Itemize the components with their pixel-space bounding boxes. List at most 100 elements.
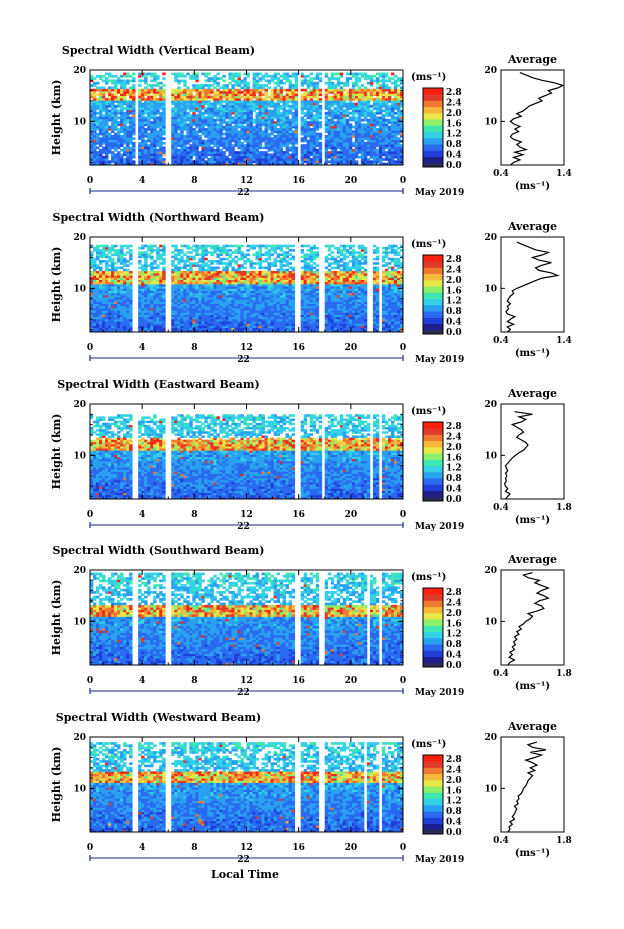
heatmap-cell bbox=[219, 286, 223, 289]
heatmap-cell bbox=[273, 130, 277, 134]
heatmap-cell bbox=[171, 314, 175, 318]
heatmap-cell bbox=[231, 95, 235, 99]
heatmap-cell bbox=[204, 128, 208, 131]
heatmap-cell bbox=[204, 303, 208, 307]
heatmap-cell bbox=[102, 283, 106, 287]
heatmap-cell bbox=[219, 144, 223, 147]
heatmap-cell bbox=[186, 123, 190, 127]
heatmap-cell bbox=[195, 84, 199, 87]
heatmap-cell bbox=[147, 288, 151, 291]
heatmap-cell bbox=[126, 114, 130, 117]
heatmap-cell bbox=[303, 128, 308, 131]
heatmap-cell bbox=[111, 297, 115, 300]
heatmap-cell bbox=[180, 160, 184, 164]
heatmap-cell bbox=[366, 130, 371, 134]
heatmap-cell bbox=[243, 84, 247, 87]
heatmap-cell bbox=[291, 102, 296, 106]
heatmap-cell bbox=[105, 151, 109, 154]
heatmap-cell bbox=[99, 297, 103, 300]
heatmap-cell bbox=[186, 102, 190, 106]
heatmap-cell bbox=[120, 88, 124, 92]
heatmap-cell bbox=[258, 109, 262, 113]
heatmap-cell bbox=[156, 281, 160, 285]
heatmap-cell bbox=[252, 153, 256, 157]
heatmap-cell bbox=[147, 111, 151, 115]
heatmap-cell bbox=[144, 323, 148, 326]
heatmap-cell bbox=[123, 305, 127, 309]
heatmap-cell bbox=[156, 109, 160, 113]
heatmap-cell bbox=[201, 277, 205, 281]
heatmap-cell bbox=[252, 141, 256, 145]
heatmap-cell bbox=[276, 132, 281, 136]
heatmap-cell bbox=[318, 125, 323, 129]
heatmap-cell bbox=[99, 268, 103, 272]
heatmap-cell bbox=[189, 109, 193, 113]
heatmap-cell bbox=[393, 153, 398, 157]
heatmap-cell bbox=[390, 153, 395, 157]
heatmap-cell bbox=[117, 141, 121, 145]
heatmap-cell bbox=[282, 137, 287, 140]
heatmap-cell bbox=[126, 128, 130, 131]
heatmap-cell bbox=[312, 77, 317, 80]
heatmap-cell bbox=[198, 109, 202, 113]
heatmap-cell bbox=[255, 139, 259, 143]
heatmap-cell bbox=[372, 132, 377, 136]
heatmap-cell bbox=[120, 318, 124, 322]
heatmap-cell bbox=[153, 72, 157, 76]
heatmap-cell bbox=[144, 123, 148, 127]
heatmap-cell bbox=[387, 100, 392, 104]
heatmap-cell bbox=[204, 91, 208, 94]
heatmap-cell bbox=[183, 314, 187, 318]
heatmap-cell bbox=[342, 111, 347, 115]
heatmap-cell bbox=[300, 88, 305, 92]
heatmap-cell bbox=[282, 102, 287, 106]
heatmap-cell bbox=[279, 158, 284, 161]
heatmap-cell bbox=[120, 121, 124, 124]
heatmap-cell bbox=[117, 297, 121, 300]
heatmap-cell bbox=[252, 137, 256, 140]
heatmap-cell bbox=[366, 153, 371, 157]
heatmap-cell bbox=[162, 312, 166, 315]
heatmap-cell bbox=[204, 290, 208, 294]
heatmap-cell bbox=[246, 158, 250, 161]
heatmap-cell bbox=[93, 81, 97, 85]
heatmap-cell bbox=[156, 251, 160, 254]
heatmap-cell bbox=[117, 158, 121, 161]
heatmap-cell bbox=[114, 249, 118, 252]
heatmap-cell bbox=[360, 104, 365, 108]
heatmap-cell bbox=[102, 88, 106, 92]
heatmap-cell bbox=[159, 141, 163, 145]
heatmap-cell bbox=[213, 134, 217, 138]
heatmap-cell bbox=[342, 151, 347, 154]
heatmap-cell bbox=[237, 97, 241, 101]
heatmap-cell bbox=[207, 123, 211, 127]
heatmap-cell bbox=[216, 114, 220, 117]
heatmap-cell bbox=[204, 111, 208, 115]
heatmap-cell bbox=[285, 155, 290, 159]
heatmap-cell bbox=[312, 84, 317, 87]
heatmap-cell bbox=[129, 314, 133, 318]
heatmap-cell bbox=[372, 162, 377, 166]
heatmap-cell bbox=[303, 104, 308, 108]
heatmap-cell bbox=[105, 79, 109, 83]
heatmap-cell bbox=[255, 151, 259, 154]
heatmap-cell bbox=[99, 303, 103, 307]
heatmap-cell bbox=[90, 91, 94, 94]
heatmap-cell bbox=[153, 297, 157, 300]
heatmap-cell bbox=[120, 118, 124, 122]
heatmap-cell bbox=[285, 121, 290, 124]
heatmap-cell bbox=[123, 102, 127, 106]
average-frame bbox=[500, 69, 565, 166]
heatmap-cell bbox=[90, 286, 94, 289]
heatmap-cell bbox=[141, 74, 145, 78]
heatmap-cell bbox=[204, 292, 208, 296]
heatmap-cell bbox=[288, 88, 293, 92]
heatmap-cell bbox=[108, 325, 112, 329]
heatmap-cell bbox=[390, 162, 395, 166]
heatmap-cell bbox=[351, 132, 356, 136]
heatmap-cell bbox=[189, 134, 193, 138]
heatmap-cell bbox=[225, 139, 229, 143]
heatmap-cell bbox=[231, 91, 235, 94]
heatmap-cell bbox=[177, 329, 181, 333]
heatmap-cell bbox=[288, 100, 293, 104]
